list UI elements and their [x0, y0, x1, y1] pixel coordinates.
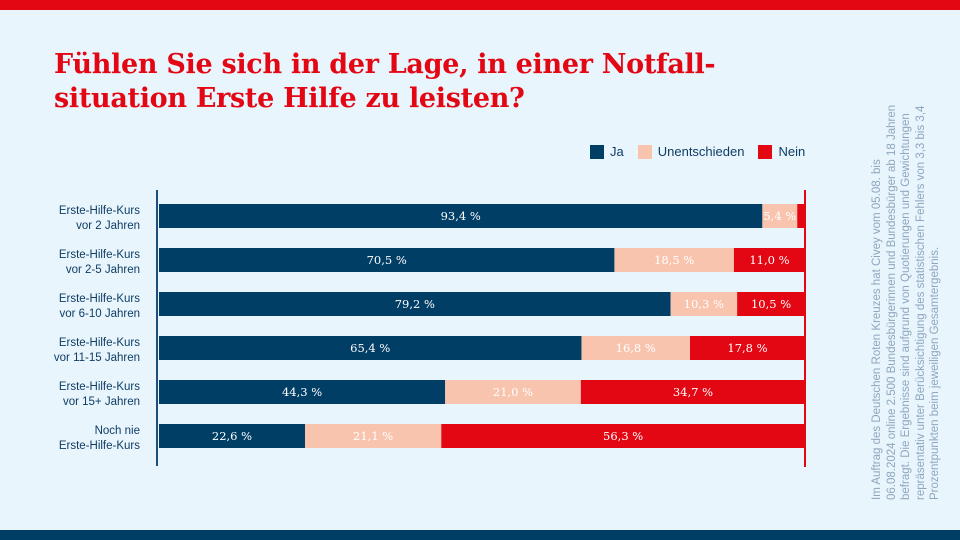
value-label-unentschieden: 21,0 %	[493, 385, 533, 399]
survey-methodology-note: Im Auftrag des Deutschen Roten Kreuzes h…	[871, 104, 941, 500]
bar-segment-ja	[159, 336, 582, 360]
category-label-line: Erste-Hilfe-Kurs	[59, 337, 140, 349]
category-label-line: vor 2 Jahren	[76, 220, 140, 232]
chart-title: Fühlen Sie sich in der Lage, in einer No…	[54, 49, 716, 114]
bar-segment-nein	[441, 424, 805, 448]
value-labels: 93,4 % 5,4 % 70,5 % 18,5 % 11,0 % 79,2 % 10,3 …	[212, 209, 796, 443]
category-label: Erste-Hilfe-Kurs vor 15+ Jahren	[59, 381, 140, 408]
bar-segment-unentschieden	[445, 380, 581, 404]
bar-segment-nein	[733, 248, 805, 272]
category-label: Erste-Hilfe-Kurs vor 2 Jahren	[59, 205, 140, 232]
value-label-nein: 11,0 %	[749, 253, 789, 267]
legend-label-ja: Ja	[610, 144, 624, 159]
value-label-nein: 34,7 %	[673, 385, 713, 399]
bottom-accent-bar	[0, 530, 960, 540]
legend-label-nein: Nein	[778, 144, 806, 159]
legend-item-ja: Ja	[590, 144, 624, 159]
bars	[159, 204, 805, 448]
value-label-unentschieden: 5,4 %	[763, 209, 796, 223]
value-label-ja: 65,4 %	[350, 341, 390, 355]
legend-item-unentschieden: Unentschieden	[637, 144, 745, 159]
category-label: Noch nie Erste-Hilfe-Kurs	[59, 425, 140, 452]
category-label-line: Erste-Hilfe-Kurs	[59, 293, 140, 305]
category-label-line: Erste-Hilfe-Kurs	[59, 205, 140, 217]
legend-swatch-nein	[758, 144, 773, 159]
category-label-line: Noch nie	[95, 425, 140, 437]
bar-segment-ja	[159, 292, 671, 316]
category-label-line: vor 11-15 Jahren	[54, 352, 140, 364]
category-label-line: vor 6-10 Jahren	[59, 308, 140, 320]
category-label-line: Erste-Hilfe-Kurs	[59, 381, 140, 393]
bar-segment-unentschieden	[762, 204, 798, 228]
category-label-line: Erste-Hilfe-Kurs	[59, 249, 140, 261]
category-label: Erste-Hilfe-Kurs vor 11-15 Jahren	[54, 337, 140, 364]
value-label-unentschieden: 16,8 %	[616, 341, 656, 355]
value-label-nein: 56,3 %	[603, 429, 643, 443]
bar-segment-nein	[690, 336, 805, 360]
legend-swatch-ja	[590, 144, 604, 159]
bar-segment-nein	[737, 292, 805, 316]
bar-segment-unentschieden	[304, 424, 442, 448]
category-label-line: vor 15+ Jahren	[63, 396, 140, 408]
value-label-nein: 17,8 %	[727, 341, 767, 355]
bar-segment-nein	[580, 380, 805, 404]
value-label-ja: 93,4 %	[441, 209, 481, 223]
legend-item-nein: Nein	[758, 144, 805, 159]
bar-segment-ja	[159, 248, 615, 272]
value-label-ja: 70,5 %	[367, 253, 407, 267]
value-label-ja: 22,6 %	[212, 429, 252, 443]
category-label-line: Erste-Hilfe-Kurs	[59, 440, 140, 452]
category-label: Erste-Hilfe-Kurs vor 6-10 Jahren	[59, 293, 140, 320]
value-label-ja: 79,2 %	[395, 297, 435, 311]
bar-segment-ja	[159, 204, 763, 228]
bar-segment-ja	[159, 424, 305, 448]
top-accent-bar	[0, 0, 960, 10]
value-label-ja: 44,3 %	[282, 385, 322, 399]
category-labels: Erste-Hilfe-Kurs vor 2 JahrenErste-Hilfe-…	[54, 205, 140, 452]
bar-segment-nein	[797, 204, 805, 228]
bar-segment-unentschieden	[581, 336, 691, 360]
bar-segment-unentschieden	[614, 248, 734, 272]
bar-segment-ja	[159, 380, 446, 404]
value-label-unentschieden: 21,1 %	[353, 429, 393, 443]
value-label-unentschieden: 18,5 %	[654, 253, 694, 267]
legend-swatch-unentschieden	[637, 144, 652, 159]
bar-segment-unentschieden	[670, 292, 738, 316]
legend: Ja Unentschieden Nein	[590, 144, 819, 159]
category-label-line: vor 2-5 Jahren	[66, 264, 140, 276]
category-label: Erste-Hilfe-Kurs vor 2-5 Jahren	[59, 249, 140, 276]
value-label-unentschieden: 10,3 %	[684, 297, 724, 311]
value-label-nein: 10,5 %	[751, 297, 791, 311]
legend-label-unentschieden: Unentschieden	[657, 144, 745, 159]
